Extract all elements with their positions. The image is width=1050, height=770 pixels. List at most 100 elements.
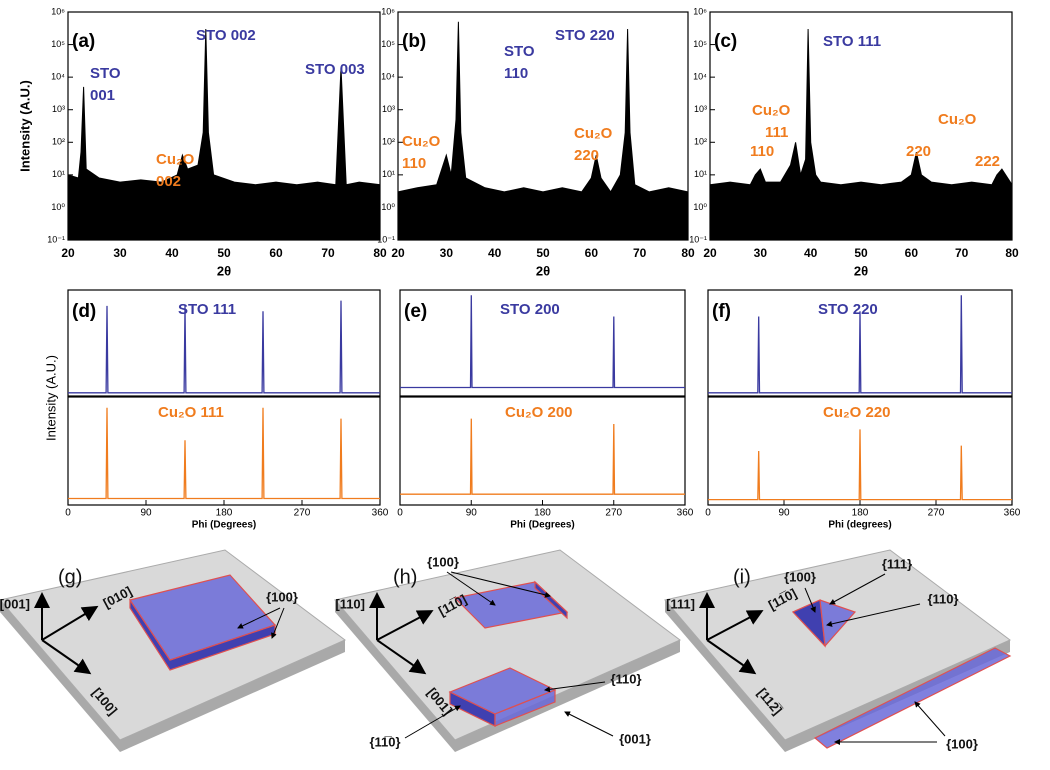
annotation: 220	[906, 143, 931, 160]
x-tick-label: 70	[955, 246, 969, 260]
annotation: Cu₂O 220	[823, 404, 891, 421]
phi-trace	[68, 407, 380, 500]
xrd-trace	[67, 28, 381, 241]
facet-label: {111}	[882, 556, 912, 571]
x-tick-label: 90	[140, 508, 152, 519]
y-tick-label: 10⁶	[381, 6, 395, 16]
y-tick-label: 10⁶	[693, 6, 707, 16]
x-tick-label: 360	[677, 508, 694, 519]
plot-frame	[67, 289, 381, 397]
x-tick-label: 20	[703, 246, 717, 260]
y-tick-label: 10¹	[382, 169, 395, 179]
x-tick-label: 90	[778, 508, 790, 519]
phi-trace	[708, 429, 1012, 501]
facet-label: {110}	[927, 591, 958, 606]
annotation: Cu₂O 200	[505, 404, 573, 421]
phi-trace	[400, 418, 685, 495]
y-tick-label: 10²	[382, 137, 395, 147]
panel-label: (f)	[712, 301, 731, 322]
annotation: Cu₂O 111	[158, 404, 224, 421]
annotation: 110	[402, 155, 426, 172]
panel-label: (d)	[72, 301, 96, 322]
annotation: STO 002	[196, 27, 256, 44]
phi-trace	[68, 300, 380, 394]
plot-frame	[399, 289, 686, 397]
x-tick-label: 0	[397, 508, 403, 519]
x-axis-label: Phi (degrees)	[828, 520, 891, 531]
axis-label: [001]	[0, 596, 30, 611]
x-tick-label: 80	[373, 246, 387, 260]
schematic-g: (g) [001] [010] [100] {100}	[0, 549, 346, 752]
annotation: Cu₂O	[752, 102, 791, 119]
x-tick-label: 50	[217, 246, 231, 260]
x-tick-label: 360	[372, 508, 389, 519]
y-tick-label: 10⁰	[51, 202, 65, 212]
plot-frame	[67, 396, 381, 506]
x-tick-label: 270	[294, 508, 311, 519]
x-axis-label: 2θ	[536, 263, 550, 278]
axis-label: [111]	[666, 596, 695, 611]
y-tick-label: 10¹	[694, 169, 707, 179]
facet-label: {100}	[266, 589, 298, 604]
annotation: STO 220	[818, 301, 878, 318]
annotation: 222	[975, 153, 1000, 170]
annotation: Cu₂O	[156, 151, 195, 168]
annotation: STO 200	[500, 301, 560, 318]
x-tick-label: 180	[852, 508, 869, 519]
annotation: 220	[574, 147, 599, 164]
xrd-trace	[397, 21, 689, 241]
facet-label: {100}	[784, 569, 816, 584]
y-tick-label: 10²	[52, 137, 65, 147]
annotation: Cu₂O	[402, 133, 441, 150]
x-axis-label: Phi (Degrees)	[510, 520, 574, 531]
facet-label: {100}	[427, 554, 459, 569]
annotation: STO	[504, 43, 535, 60]
annotation: STO 111	[178, 301, 236, 318]
panel-label: (e)	[404, 301, 427, 322]
x-tick-label: 70	[633, 246, 647, 260]
x-tick-label: 180	[216, 508, 233, 519]
x-tick-label: 60	[905, 246, 919, 260]
y-tick-label: 10⁶	[51, 6, 65, 16]
y-tick-label: 10⁰	[693, 202, 707, 212]
panel-label: (h)	[393, 566, 417, 588]
x-tick-label: 90	[466, 508, 478, 519]
annotation: 002	[156, 173, 181, 190]
facet-label: {11̅0}	[369, 734, 400, 749]
y-tick-label: 10³	[694, 104, 707, 114]
annotation: 110	[750, 143, 774, 160]
x-tick-label: 30	[113, 246, 127, 260]
x-tick-label: 30	[440, 246, 454, 260]
x-tick-label: 70	[321, 246, 335, 260]
x-tick-label: 270	[605, 508, 622, 519]
y-tick-label: 10⁻¹	[47, 234, 65, 244]
annotation: STO 111	[823, 33, 881, 50]
annotation: 110	[504, 65, 528, 82]
x-axis-label: 2θ	[217, 263, 231, 278]
x-tick-label: 30	[754, 246, 768, 260]
x-tick-label: 0	[705, 508, 711, 519]
annotation: STO	[90, 65, 121, 82]
y-tick-label: 10¹	[52, 169, 65, 179]
y-tick-label: 10³	[52, 104, 65, 114]
y-tick-label: 10⁴	[381, 72, 395, 82]
x-tick-label: 40	[804, 246, 818, 260]
phi-trace	[708, 295, 1012, 394]
annotation: 111	[765, 124, 788, 141]
facet-label: {100}	[946, 736, 978, 751]
x-tick-label: 40	[165, 246, 179, 260]
x-tick-label: 40	[488, 246, 502, 260]
y-tick-label: 10⁵	[51, 39, 65, 49]
x-tick-label: 360	[1004, 508, 1021, 519]
annotation: 001	[90, 87, 115, 104]
y-tick-label: 10⁴	[693, 72, 707, 82]
x-tick-label: 60	[585, 246, 599, 260]
x-tick-label: 270	[928, 508, 945, 519]
phi-trace	[400, 295, 685, 389]
annotation: STO 003	[305, 61, 365, 78]
axis-label: [110]	[335, 596, 365, 611]
x-tick-label: 0	[65, 508, 71, 519]
x-axis-label: Phi (Degrees)	[192, 520, 256, 531]
plot-frame	[707, 289, 1013, 397]
y-tick-label: 10⁻¹	[377, 234, 395, 244]
